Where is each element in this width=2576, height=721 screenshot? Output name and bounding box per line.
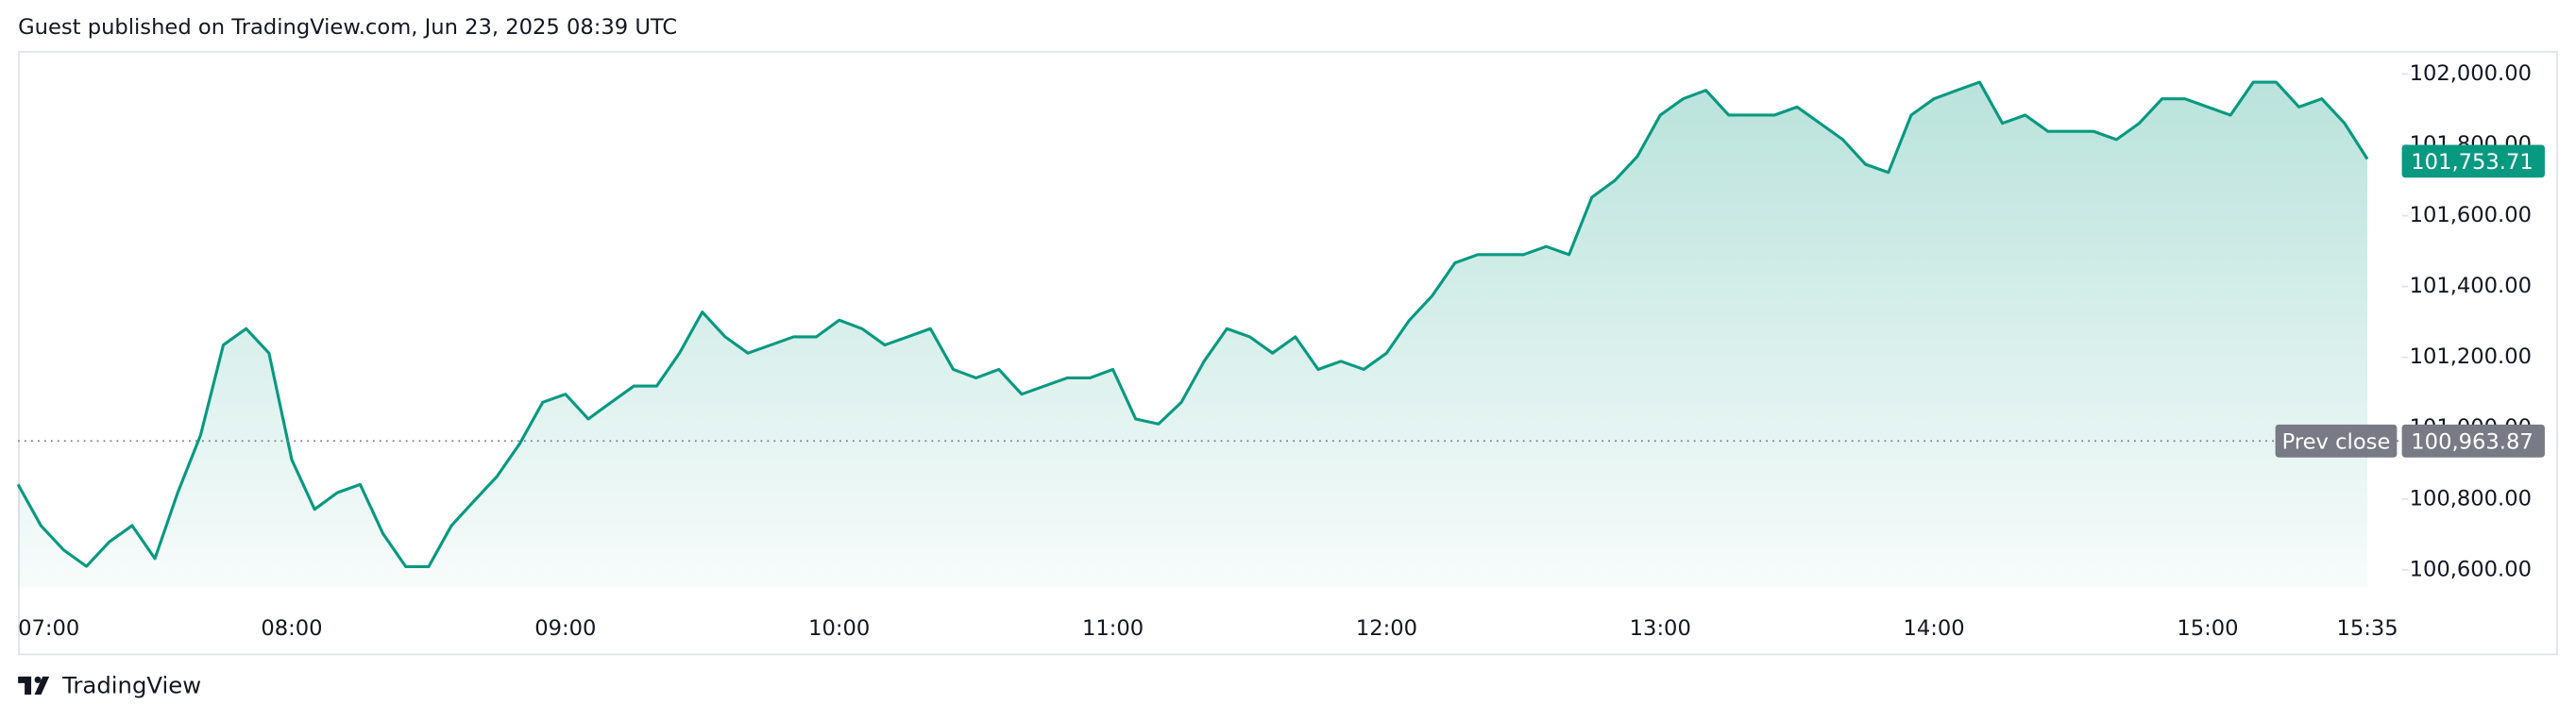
area-fill [18,82,2368,588]
last-price-label: 101,753.71 [2411,150,2533,175]
plot: 100,600.00100,800.00101,000.00101,200.00… [16,61,2545,641]
prev-close-label: 100,963.87 [2411,430,2533,455]
logo [18,676,50,696]
x-tick-label: 07:00 [18,616,79,641]
x-tick-label: 08:00 [261,616,322,641]
header: Guest published on TradingView.com, Jun … [18,15,677,40]
last-price-badge [2401,144,2545,178]
y-tick-label: 101,400.00 [2410,274,2532,298]
y-tick-label: 101,600.00 [2410,203,2532,227]
x-tick-label: 12:00 [1356,616,1417,641]
y-tick-label: 101,200.00 [2410,344,2532,369]
x-tick-label: 15:35 [2336,616,2398,641]
y-tick-label: 102,000.00 [2410,61,2532,86]
x-tick-label: 13:00 [1630,616,1691,641]
prev-close-badge [2401,424,2545,458]
price-line [16,80,2369,569]
prev-close-tag [2275,424,2398,458]
y-tick-label: 100,800.00 [2410,486,2532,511]
chart-frame [18,51,2558,656]
x-tick-label: 09:00 [534,616,596,641]
prev-close-name: Prev close [2282,430,2391,455]
x-tick-label: 10:00 [808,616,870,641]
x-tick-label: 15:00 [2177,616,2238,641]
x-tick-label: 11:00 [1082,616,1144,641]
x-tick-label: 14:00 [1904,616,1965,641]
footer-brand: TradingView [61,671,201,698]
y-tick-label: 100,600.00 [2410,557,2532,581]
